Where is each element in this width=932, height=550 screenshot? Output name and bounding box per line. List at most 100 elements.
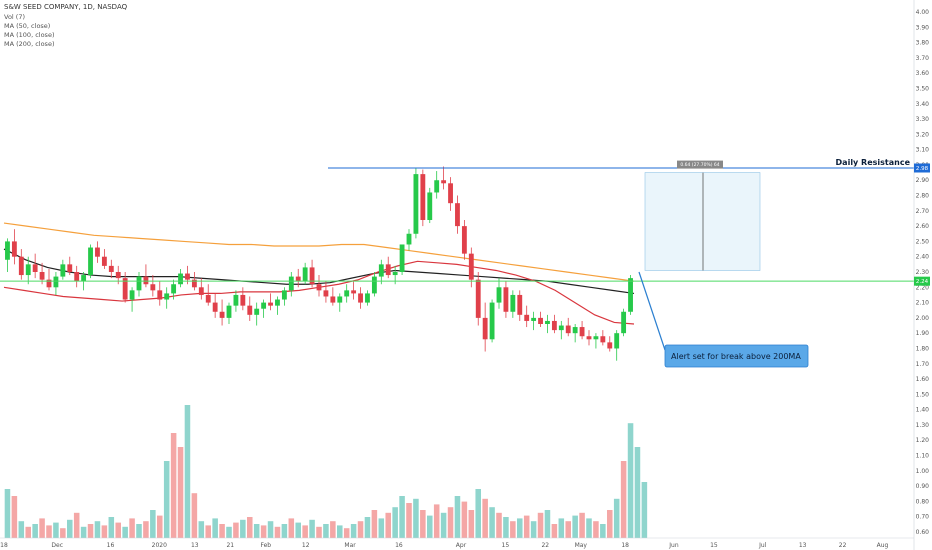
volume-bar — [108, 517, 115, 538]
volume-bar — [60, 528, 66, 538]
volume-bar — [510, 521, 516, 538]
candle-body — [53, 276, 59, 288]
svg-text:2.98: 2.98 — [916, 166, 929, 172]
volume-bar — [371, 510, 378, 538]
price-axis[interactable] — [914, 0, 932, 550]
candle-body — [365, 293, 370, 303]
candle-body — [565, 325, 571, 334]
volume-bar — [343, 528, 350, 538]
candle-body — [261, 302, 267, 309]
candle-body — [496, 287, 502, 303]
price-range-measure[interactable]: 0.64 (27.70%) 64 — [644, 160, 761, 271]
volume-bar — [475, 489, 481, 538]
volume-bar — [247, 517, 253, 538]
volume-bar — [440, 512, 447, 538]
y-tick-label: 1.20 — [916, 437, 930, 444]
volume-bar — [461, 501, 468, 538]
y-tick-label: 0.80 — [916, 498, 930, 505]
volume-bar — [101, 525, 108, 538]
candle-body — [25, 264, 31, 276]
volume-bar — [503, 517, 509, 538]
volume-bar — [323, 524, 329, 538]
candle-body — [420, 174, 426, 220]
candle-body — [378, 264, 384, 277]
volume-bar — [191, 493, 198, 538]
y-tick-label: 0.90 — [916, 483, 930, 490]
volume-bar — [80, 526, 87, 538]
candle-body — [247, 305, 253, 315]
volume-bar — [385, 512, 391, 538]
candle-body — [295, 276, 301, 282]
candle-body — [614, 333, 620, 349]
y-tick-label: 2.80 — [916, 193, 930, 200]
legend-vol: Vol (7) — [4, 13, 25, 21]
candle-body — [122, 278, 128, 300]
volume-bar — [399, 496, 405, 538]
volume-bar — [544, 510, 551, 538]
candle-body — [74, 272, 80, 282]
y-tick-label: 3.10 — [916, 147, 930, 154]
x-tick-label: 13 — [799, 542, 807, 549]
volume-bar — [94, 521, 101, 538]
volume-bar — [274, 526, 281, 538]
volume-bar — [357, 521, 364, 538]
volume-bar — [87, 524, 94, 538]
volume-bar — [641, 482, 648, 538]
volume-bar — [530, 521, 537, 538]
candle-body — [600, 336, 606, 343]
candle-body — [39, 272, 45, 280]
volume-bar — [620, 461, 627, 538]
candle-body — [482, 317, 488, 340]
legend-ma200: MA (200, close) — [4, 40, 54, 48]
volume-bar — [427, 515, 433, 538]
candle-body — [441, 180, 447, 184]
volume-bar — [198, 521, 205, 538]
volume-bar — [468, 510, 475, 538]
daily-resistance-label: Daily Resistance — [836, 158, 911, 167]
measure-label-bg — [677, 160, 723, 169]
daily-resistance[interactable]: Daily Resistance — [328, 158, 914, 169]
legend-ma50: MA (50, close) — [4, 22, 50, 30]
y-tick-label: 1.30 — [916, 422, 930, 429]
volume-bar — [337, 525, 343, 538]
volume-bar — [136, 524, 142, 538]
candle-body — [427, 192, 433, 220]
candle-body — [254, 308, 260, 315]
candle-body — [46, 279, 52, 288]
volume-bar — [392, 507, 398, 538]
svg-text:2.24: 2.24 — [916, 279, 929, 285]
candle-body — [240, 294, 246, 306]
volume-bar — [406, 503, 412, 538]
candle-body — [164, 293, 170, 300]
volume-bar — [627, 423, 634, 538]
x-tick-label: 15 — [502, 542, 510, 549]
volume-bar — [11, 496, 18, 538]
candle-body — [579, 327, 585, 337]
candle-body — [448, 183, 453, 204]
candle-body — [517, 294, 523, 315]
x-tick-label: 13 — [191, 542, 199, 549]
x-tick-label: 18 — [621, 542, 629, 549]
volume-bar — [4, 489, 11, 538]
x-tick-label: 22 — [541, 542, 549, 549]
volume-bar — [593, 521, 599, 538]
volume-bar — [316, 526, 322, 538]
candle-body — [468, 253, 474, 280]
candle-body — [524, 314, 530, 321]
candle-body — [406, 233, 412, 245]
candle-body — [455, 203, 460, 227]
y-tick-label: 1.60 — [916, 376, 930, 383]
alert-text: Alert set for break above 200MA — [671, 352, 801, 361]
candle-body — [503, 287, 509, 312]
candle-body — [628, 278, 633, 312]
candle-body — [434, 180, 440, 193]
volume-bar — [558, 518, 565, 538]
candle-body — [18, 256, 24, 276]
volume-bar — [378, 518, 385, 538]
candle-body — [150, 284, 156, 291]
y-tick-label: 3.30 — [916, 116, 930, 123]
alert-callout[interactable]: Alert set for break above 200MA — [638, 271, 809, 368]
candle-body — [330, 296, 336, 303]
candle-body — [545, 320, 550, 324]
